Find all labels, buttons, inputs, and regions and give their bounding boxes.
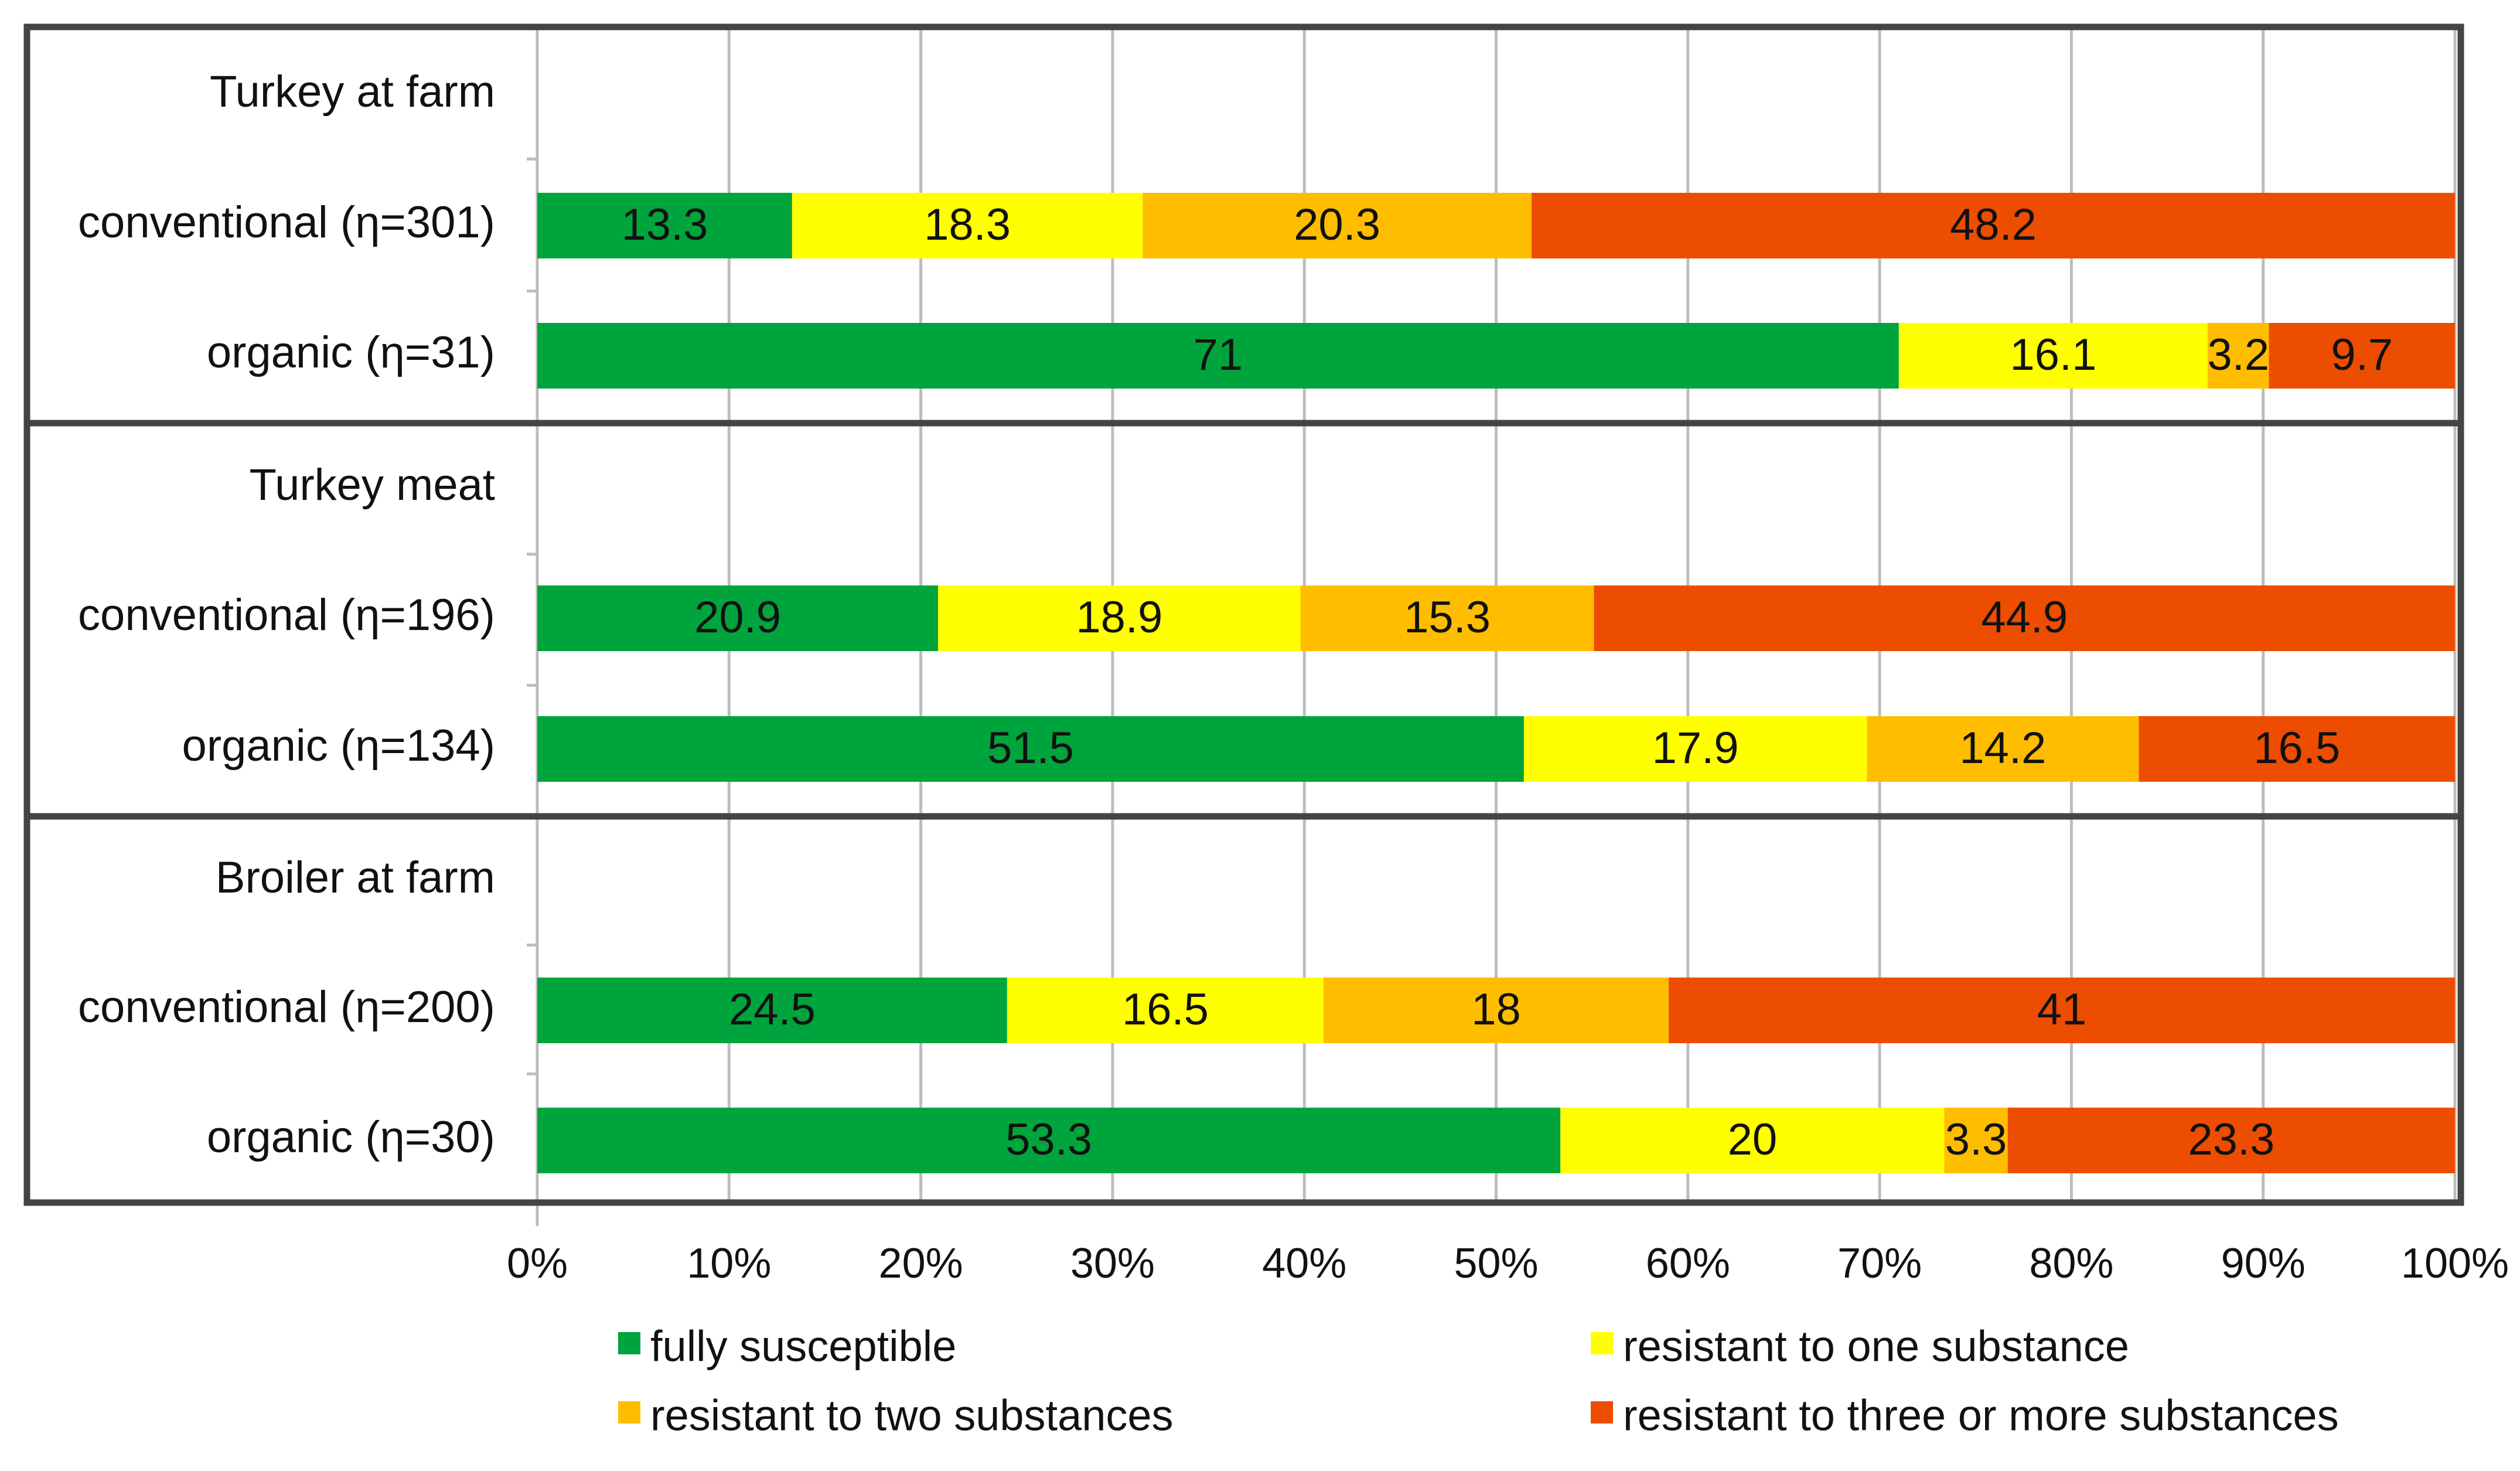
row-label-organic-134: organic (η=134)	[182, 721, 495, 771]
data-label: 9.7	[2331, 330, 2393, 380]
bars	[537, 193, 2455, 1173]
group-title-turkey-meat: Turkey meat	[249, 460, 495, 510]
x-tick-label: 10%	[687, 1240, 771, 1287]
group-title-broiler-at-farm: Broiler at farm	[216, 853, 495, 903]
data-label: 3.3	[1945, 1115, 2007, 1164]
chart-frame	[23, 23, 2464, 1206]
bar-turkey-at-farm-organic-resistant-to-three-or-more-substances	[2269, 323, 2455, 389]
data-label: 18.9	[1076, 593, 1162, 642]
legend-label: resistant to three or more substances	[1623, 1391, 2339, 1440]
row-label-conventional-301: conventional (η=301)	[78, 198, 495, 247]
x-tick-label: 30%	[1070, 1240, 1155, 1287]
bar-turkey-at-farm-conventional-resistant-to-two-substances	[1143, 193, 1532, 258]
data-label: 44.9	[1981, 593, 2068, 642]
data-label: 23.3	[2188, 1115, 2275, 1164]
bar-turkey-meat-conventional-resistant-to-two-substances	[1300, 585, 1594, 651]
bar-broiler-at-farm-organic-resistant-to-two-substances	[1944, 1108, 2008, 1173]
legend-label: resistant to one substance	[1623, 1322, 2129, 1371]
data-label: 20.3	[1294, 200, 1380, 250]
data-label: 24.5	[729, 985, 816, 1034]
data-label: 13.3	[621, 200, 708, 250]
bar-turkey-meat-conventional-resistant-to-one-substance	[938, 585, 1301, 651]
panel-frames	[23, 23, 2464, 1206]
row-label-conventional-196: conventional (η=196)	[78, 590, 495, 640]
legend-label: fully susceptible	[650, 1322, 956, 1371]
bar-turkey-at-farm-conventional-resistant-to-one-substance	[792, 193, 1143, 258]
row-label-conventional-200: conventional (η=200)	[78, 982, 495, 1032]
legend-label: resistant to two substances	[650, 1391, 1174, 1440]
data-label: 18	[1471, 985, 1521, 1034]
bar-turkey-meat-organic-resistant-to-one-substance	[1523, 716, 1867, 782]
bar-turkey-at-farm-organic-fully-susceptible	[537, 323, 1899, 389]
bar-broiler-at-farm-conventional-resistant-to-two-substances	[1323, 978, 1669, 1043]
x-tick-label: 0%	[507, 1240, 568, 1287]
bar-broiler-at-farm-conventional-fully-susceptible	[537, 978, 1007, 1043]
x-tick-label: 50%	[1454, 1240, 1538, 1287]
bar-broiler-at-farm-organic-fully-susceptible	[537, 1108, 1561, 1173]
bar-turkey-meat-organic-resistant-to-two-substances	[1867, 716, 2139, 782]
data-label: 16.5	[1122, 985, 1209, 1034]
legend-item-resistant-to-one-substance: resistant to one substance	[1591, 1322, 2129, 1371]
data-label: 14.2	[1959, 723, 2046, 773]
bar-turkey-meat-organic-fully-susceptible	[537, 716, 1524, 782]
data-label: 71	[1193, 330, 1243, 380]
data-label: 20	[1728, 1115, 1778, 1164]
x-axis-ticks: 0% 10% 20% 30% 40% 50% 60% 70% 80% 90% 100%	[507, 1240, 2509, 1287]
x-tick-label: 40%	[1262, 1240, 1346, 1287]
data-label: 41	[2037, 985, 2087, 1034]
legend-item-resistant-to-two-substances: resistant to two substances	[618, 1391, 1174, 1440]
data-label: 51.5	[987, 723, 1074, 773]
x-tick-label: 80%	[2029, 1240, 2113, 1287]
bar-turkey-at-farm-organic-resistant-to-one-substance	[1898, 323, 2208, 389]
bar-turkey-meat-organic-resistant-to-three-or-more-substances	[2139, 716, 2455, 782]
category-labels: Turkey at farm conventional (η=301) organi…	[78, 67, 495, 1162]
data-label: 18.3	[924, 200, 1011, 250]
bar-turkey-at-farm-organic-resistant-to-two-substances	[2207, 323, 2269, 389]
x-tick-label: 100%	[2401, 1240, 2509, 1287]
data-label: 16.1	[2010, 330, 2096, 380]
legend-swatch	[618, 1332, 640, 1354]
bar-broiler-at-farm-organic-resistant-to-three-or-more-substances	[2007, 1108, 2455, 1173]
data-labels: 13.3 18.3 20.3 48.2 71 16.1 3.2 9.7 20.9 18.9 15.3…	[621, 200, 2393, 1164]
data-label: 3.2	[2207, 330, 2269, 380]
x-tick-label: 20%	[879, 1240, 963, 1287]
data-label: 53.3	[1005, 1115, 1092, 1164]
bar-broiler-at-farm-conventional-resistant-to-three-or-more-substances	[1669, 978, 2455, 1043]
bar-turkey-meat-conventional-fully-susceptible	[537, 585, 939, 651]
legend: fully susceptible resistant to one substa…	[618, 1322, 2339, 1440]
x-tick-label: 90%	[2221, 1240, 2306, 1287]
legend-swatch	[1591, 1332, 1613, 1354]
row-label-organic-30: organic (η=30)	[207, 1112, 495, 1162]
data-label: 16.5	[2253, 723, 2340, 773]
legend-swatch	[1591, 1401, 1613, 1424]
bar-turkey-at-farm-conventional-resistant-to-three-or-more-substances	[1531, 193, 2455, 258]
legend-item-resistant-to-three-or-more-substances: resistant to three or more substances	[1591, 1391, 2339, 1440]
legend-swatch	[618, 1401, 640, 1424]
data-label: 20.9	[694, 593, 781, 642]
row-label-organic-31: organic (η=31)	[207, 328, 495, 377]
x-tick-label: 70%	[1837, 1240, 1922, 1287]
data-label: 15.3	[1404, 593, 1491, 642]
bar-broiler-at-farm-organic-resistant-to-one-substance	[1560, 1108, 1945, 1173]
bar-turkey-meat-conventional-resistant-to-three-or-more-substances	[1594, 585, 2455, 651]
data-label: 17.9	[1652, 723, 1739, 773]
group-title-turkey-at-farm: Turkey at farm	[210, 67, 495, 117]
x-tick-label: 60%	[1646, 1240, 1730, 1287]
legend-item-fully-susceptible: fully susceptible	[618, 1322, 956, 1371]
data-label: 48.2	[1950, 200, 2037, 250]
bar-turkey-at-farm-conventional-fully-susceptible	[537, 193, 792, 258]
bar-broiler-at-farm-conventional-resistant-to-one-substance	[1007, 978, 1324, 1043]
